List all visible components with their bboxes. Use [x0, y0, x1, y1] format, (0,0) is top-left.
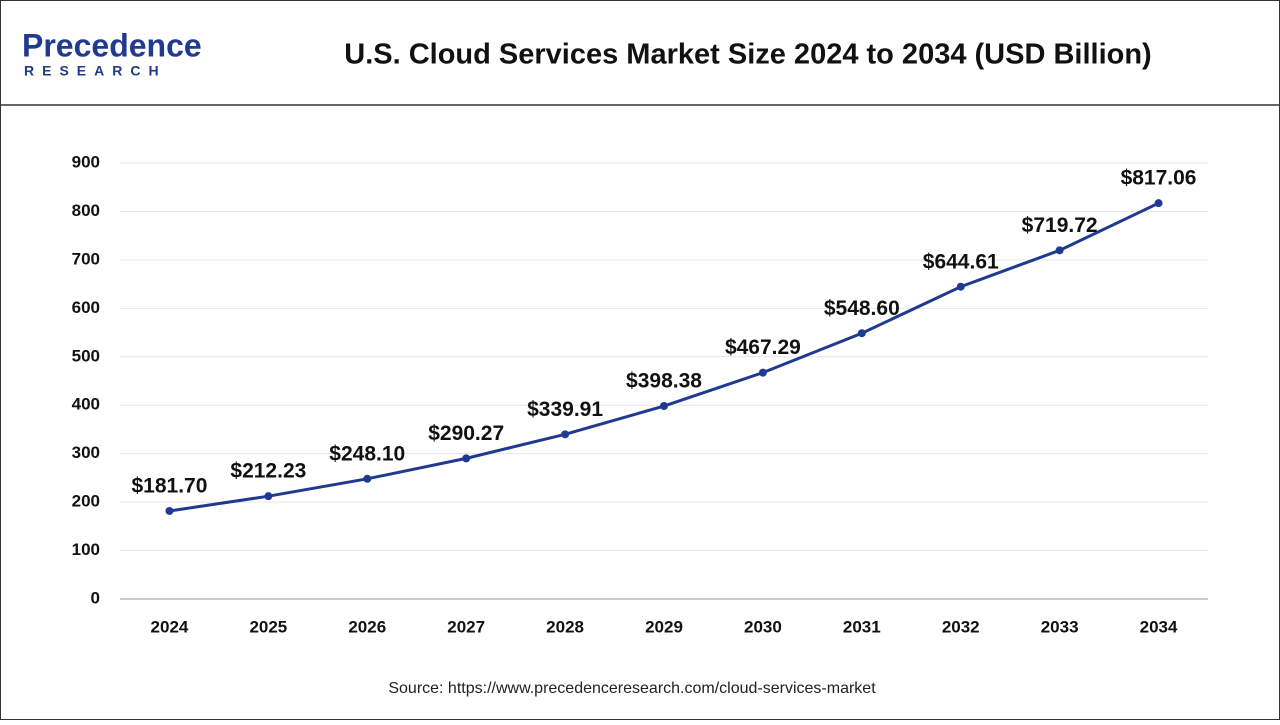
data-label: $644.61	[923, 250, 999, 273]
point	[956, 282, 965, 291]
y-tick-label: 100	[72, 540, 100, 559]
point	[1154, 199, 1163, 208]
data-label: $339.91	[527, 398, 603, 421]
y-tick-label: 200	[72, 492, 100, 511]
data-label: $467.29	[725, 336, 801, 359]
point	[857, 329, 866, 338]
x-tick-label: 2028	[546, 617, 584, 636]
logo-name: Precedence	[22, 27, 202, 63]
y-tick-label: 700	[72, 249, 100, 268]
data-label: $548.60	[824, 297, 900, 320]
x-tick-label: 2030	[744, 617, 782, 636]
point	[363, 474, 372, 483]
x-tick-label: 2029	[645, 617, 683, 636]
data-label: $212.23	[230, 460, 306, 483]
y-tick-label: 400	[72, 395, 100, 414]
data-label: $181.70	[131, 475, 207, 498]
y-tick-label: 500	[72, 346, 100, 365]
x-tick-label: 2033	[1041, 617, 1079, 636]
point	[561, 430, 570, 439]
y-tick-label: 0	[91, 588, 100, 607]
x-tick-label: 2031	[843, 617, 881, 636]
data-label: $290.27	[428, 422, 504, 445]
data-label: $719.72	[1022, 214, 1098, 237]
chart-title: U.S. Cloud Services Market Size 2024 to …	[344, 39, 1151, 71]
x-tick-label: 2025	[249, 617, 287, 636]
y-tick-label: 300	[72, 443, 100, 462]
y-tick-label: 900	[72, 152, 100, 171]
x-tick-label: 2026	[348, 617, 386, 636]
logo-tagline: RESEARCH	[24, 63, 167, 79]
x-tick-label: 2034	[1140, 617, 1178, 636]
point	[758, 368, 767, 377]
x-tick-label: 2024	[151, 617, 189, 636]
data-label: $817.06	[1121, 167, 1197, 190]
data-label: $398.38	[626, 370, 702, 393]
point	[165, 506, 174, 515]
point	[1055, 246, 1064, 255]
point	[264, 492, 273, 501]
y-tick-label: 800	[72, 201, 100, 220]
point	[462, 454, 471, 463]
x-tick-label: 2032	[942, 617, 980, 636]
point	[660, 402, 668, 411]
x-tick-label: 2027	[447, 617, 485, 636]
source: Source: https://www.precedenceresearch.c…	[388, 680, 876, 697]
y-tick-label: 600	[72, 298, 100, 317]
data-label: $248.10	[329, 442, 405, 465]
